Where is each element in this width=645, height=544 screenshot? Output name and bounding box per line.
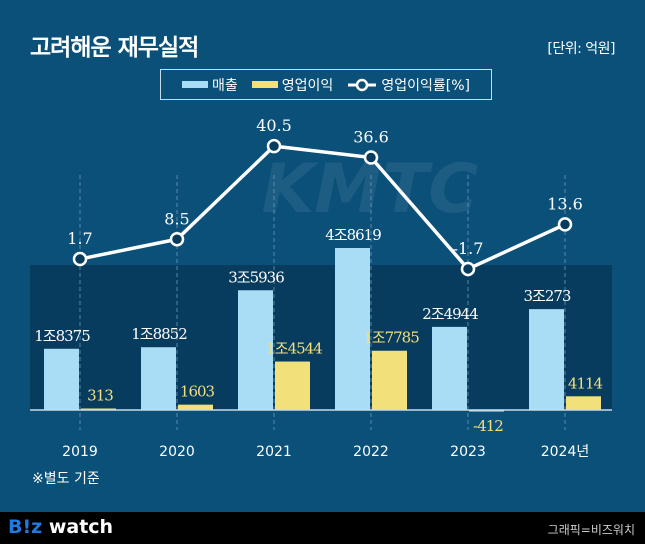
revenue-label: 2조4944 [422, 305, 478, 323]
legend-revenue: 매출 [182, 75, 238, 95]
margin-point [266, 138, 282, 154]
revenue-label: 3조273 [524, 287, 571, 305]
footer: B!z watch 그래픽=비즈워치 [0, 512, 645, 544]
x-tick-label: 2019 [62, 444, 98, 460]
op-label: 4114 [568, 374, 603, 392]
x-tick-label: 2021 [256, 444, 292, 460]
revenue-bar [529, 309, 564, 410]
legend-revenue-label: 매출 [212, 77, 238, 94]
op-bar [275, 361, 310, 410]
footnote: ※별도 기준 [32, 471, 100, 487]
margin-point [72, 251, 88, 267]
margin-label: 1.7 [67, 229, 92, 248]
legend-op: 영업이익 [251, 75, 334, 95]
x-tick-label: 2022 [353, 444, 389, 460]
revenue-bar [141, 347, 176, 410]
plot-band [30, 265, 612, 410]
op-swatch-icon [251, 81, 278, 88]
x-tick-label: 2024년 [541, 444, 590, 460]
revenue-label: 1조8375 [34, 327, 90, 345]
revenue-swatch-icon [182, 81, 209, 88]
revenue-bar [432, 326, 467, 410]
revenue-bar [44, 348, 79, 410]
margin-label: 8.5 [164, 209, 189, 228]
legend-margin: 영업이익률[%] [347, 75, 470, 95]
unit-label: [단위: 억원] [547, 41, 615, 57]
x-tick-label: 2020 [159, 444, 195, 460]
credit: 그래픽=비즈워치 [547, 523, 635, 537]
legend-margin-label: 영업이익률[%] [381, 77, 470, 94]
margin-point [363, 150, 379, 165]
margin-point [557, 217, 573, 232]
revenue-label: 4조8619 [325, 226, 381, 244]
revenue-bar [238, 290, 273, 410]
op-bar [566, 396, 601, 410]
margin-label: 40.5 [256, 116, 292, 135]
op-label: 313 [87, 387, 113, 405]
op-label: -412 [473, 417, 503, 435]
legend: 매출 영업이익 영업이익률[%] [160, 69, 492, 100]
revenue-label: 3조5936 [228, 268, 284, 286]
line-marker-icon [348, 78, 377, 91]
op-label: 1603 [180, 383, 215, 401]
op-bar [372, 350, 407, 410]
op-bar [178, 404, 213, 410]
margin-label: 13.6 [547, 194, 583, 213]
margin-point [169, 232, 185, 247]
x-tick-label: 2023 [450, 444, 486, 460]
margin-point [460, 261, 476, 277]
margin-label: -1.7 [453, 239, 484, 258]
op-label: 1조4544 [266, 340, 322, 358]
op-label: 1조7785 [363, 329, 419, 347]
revenue-label: 1조8852 [131, 325, 187, 343]
revenue-bar [335, 248, 370, 410]
bizwatch-logo: B!z watch [8, 516, 114, 538]
margin-line [79, 144, 566, 272]
legend-op-label: 영업이익 [281, 77, 334, 94]
page-title: 고려해운 재무실적 [30, 35, 199, 61]
margin-label: 36.6 [353, 127, 389, 146]
